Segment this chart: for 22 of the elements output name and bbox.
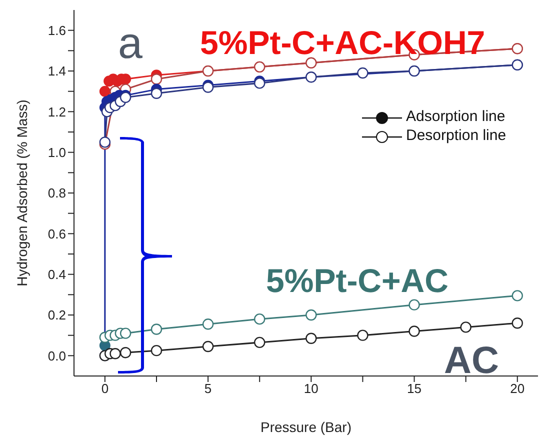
y-tick-label: 1.2 — [48, 104, 66, 120]
y-tick-label: 0.4 — [48, 266, 66, 282]
y-axis-title: Hydrogen Adsorbed (% Mass) — [14, 100, 30, 286]
x-tick-label: 20 — [510, 381, 525, 396]
x-tick-label: 0 — [101, 381, 109, 396]
y-tick-label: 1.6 — [48, 22, 66, 38]
y-tick-label: 1.4 — [48, 64, 66, 79]
annotation: AC — [444, 340, 499, 382]
y-tick-label: 0.2 — [48, 308, 66, 323]
x-axis-title: Pressure (Bar) — [260, 418, 352, 435]
annotation: 5%Pt-C+AC-KOH7 — [200, 24, 486, 61]
y-tick-label: 0.6 — [48, 226, 66, 242]
y-tick-label: 0.8 — [48, 186, 66, 201]
annotation: a — [118, 19, 142, 68]
x-tick-label: 15 — [407, 381, 422, 396]
annotation: Desorption line — [406, 127, 506, 144]
x-tick-label: 10 — [304, 381, 318, 396]
annotation: 5%Pt-C+AC — [266, 262, 448, 299]
y-tick-label: 0.0 — [48, 348, 66, 364]
y-tick-label: 1.0 — [48, 144, 66, 160]
x-tick-label: 5 — [204, 381, 212, 396]
annotation: Adsorption line — [406, 108, 506, 125]
